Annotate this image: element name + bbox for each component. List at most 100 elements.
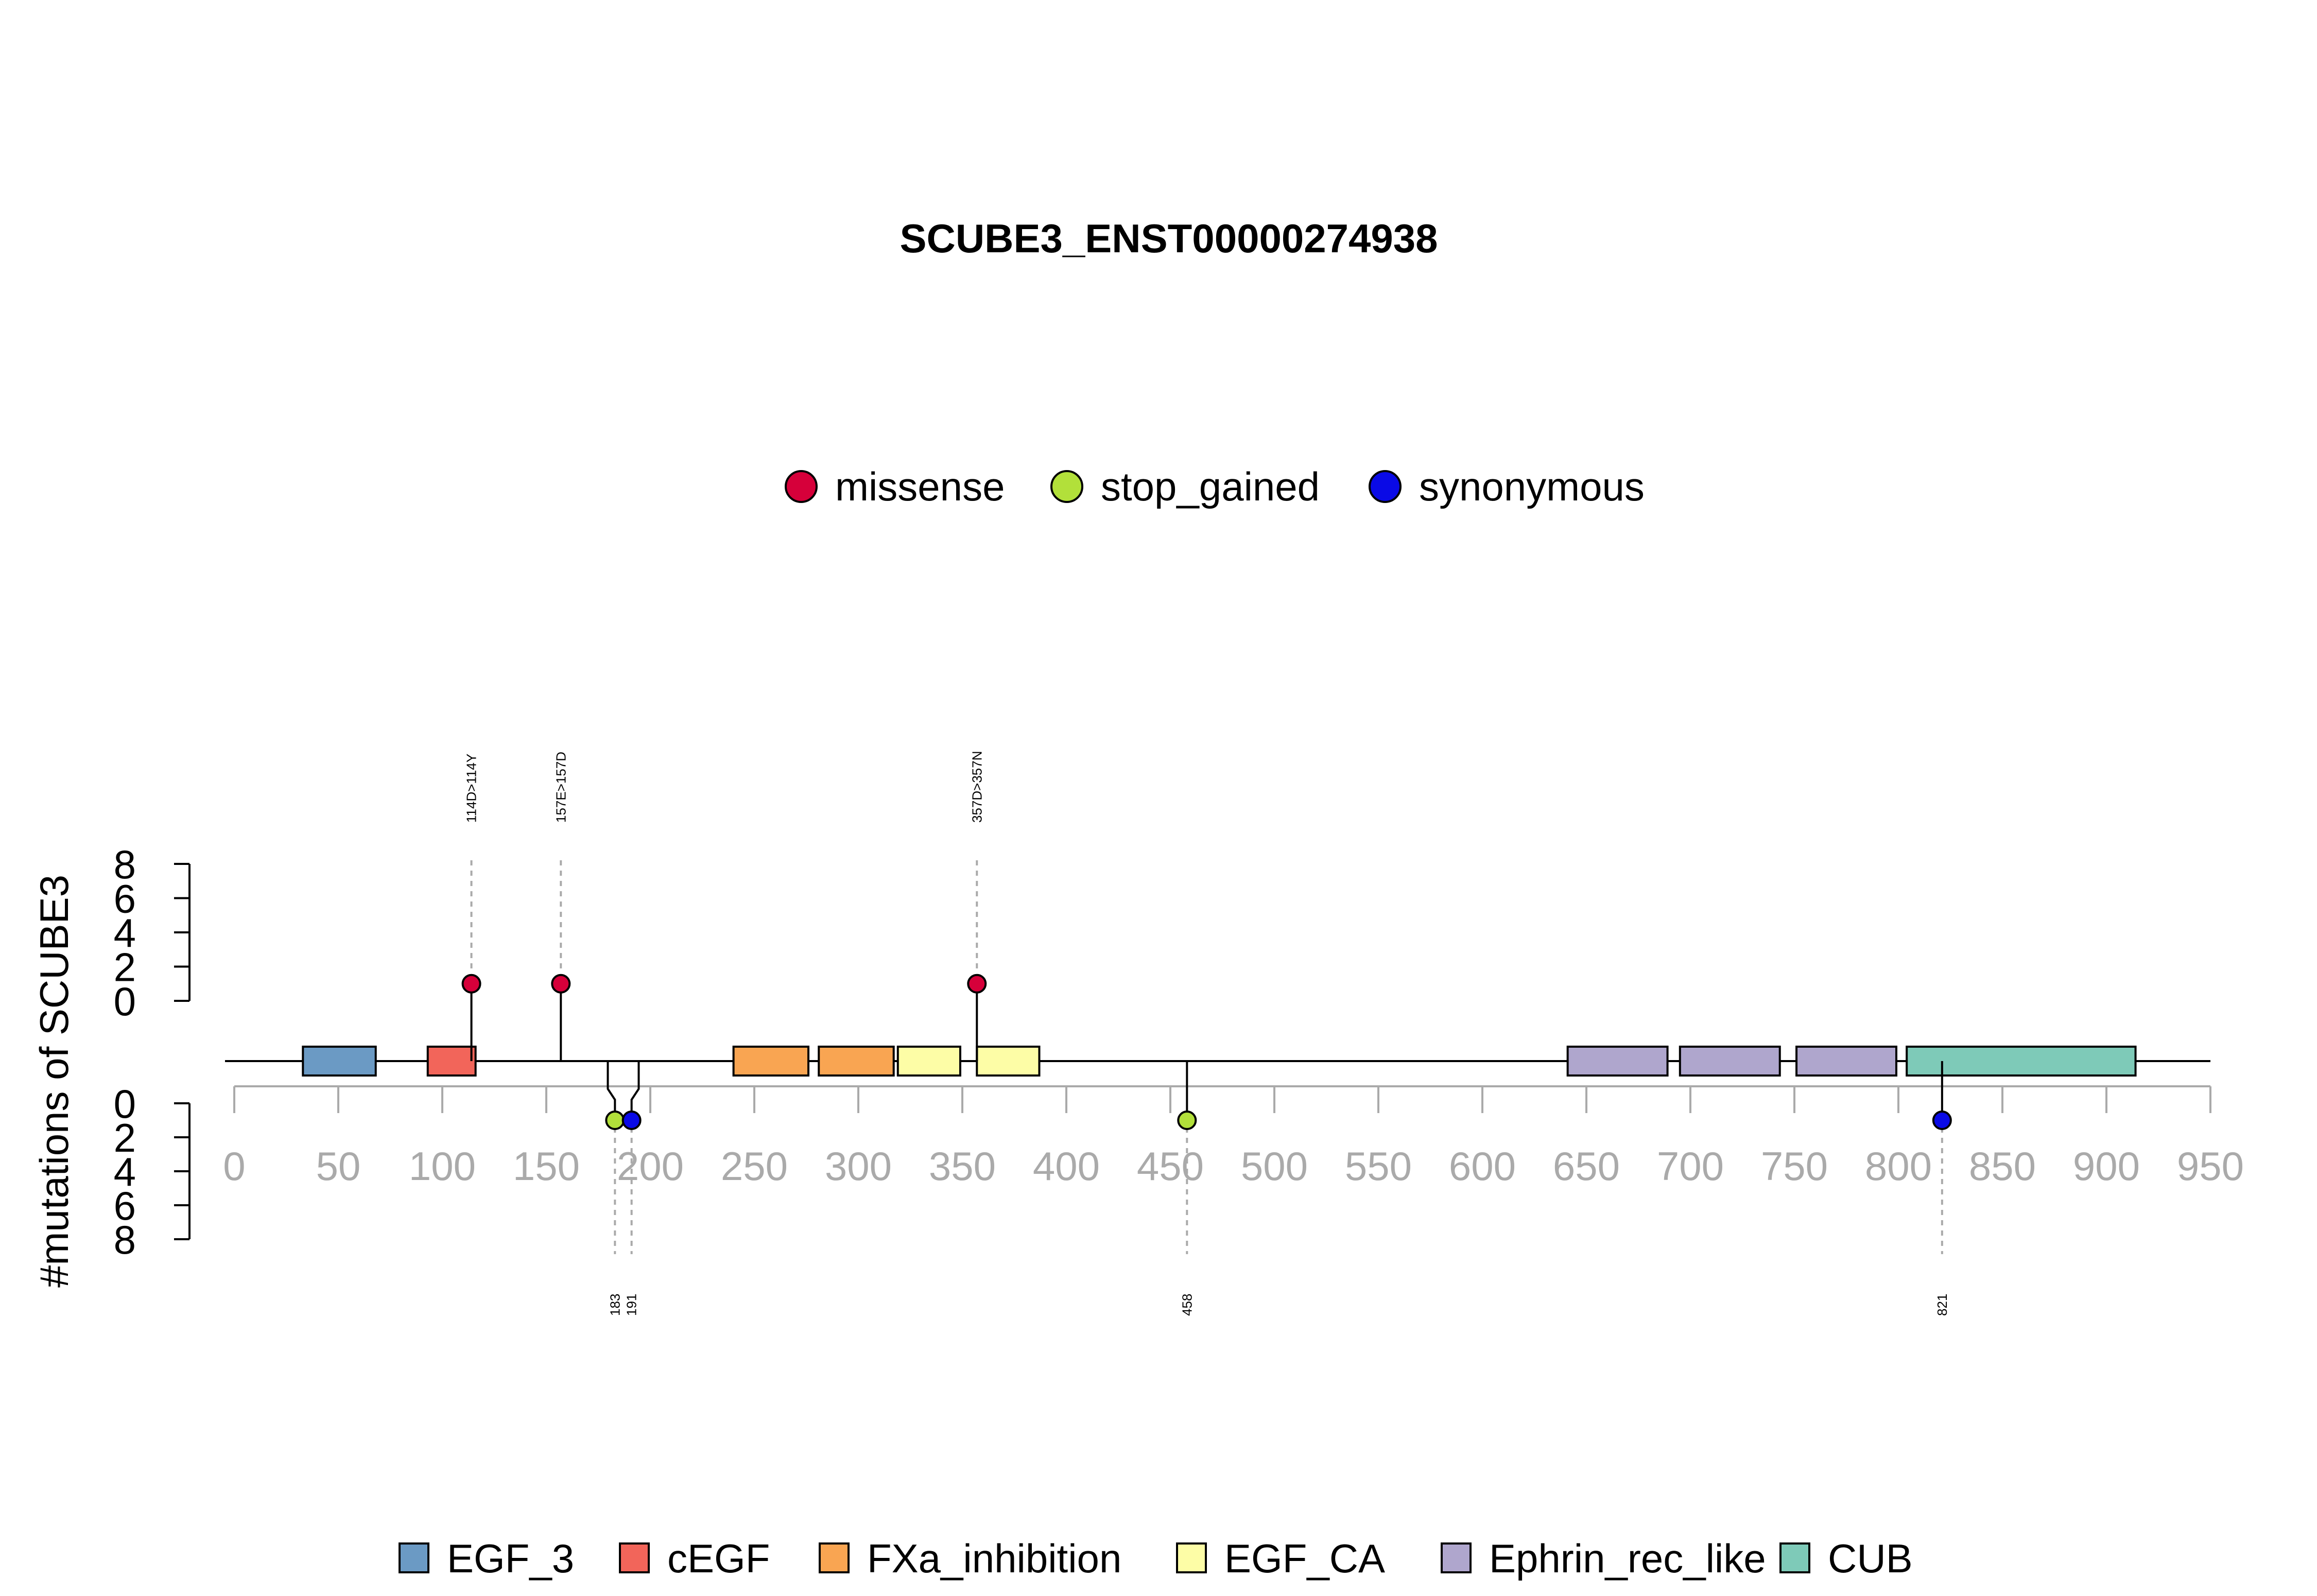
legend-marker-missense [785,470,818,503]
y-tick-label: 0 [114,979,136,1024]
legend-swatch-FXa_inhibition [819,1542,850,1573]
x-tick-label: 850 [1969,1143,2036,1189]
y-tick-label: 4 [114,910,136,956]
mutation-821: 821 [1932,1061,1952,1316]
legend-item-stop_gained: stop_gained [1050,464,1320,509]
legend-label-synonymous: synonymous [1419,464,1645,509]
y-tick-label: 8 [114,1217,136,1262]
domain-FXa_inhibition [818,1046,895,1077]
x-tick-label: 0 [223,1143,245,1189]
legend-item-EGF_CA: EGF_CA [1176,1536,1385,1581]
y-tick-label: 4 [114,1149,136,1194]
x-tick-label: 500 [1241,1143,1308,1189]
mutation-label: 357D>357N [969,751,984,823]
legend-swatch-CUB [1779,1542,1810,1573]
mutation-point-missense [551,974,571,994]
x-tick-label: 100 [409,1143,476,1189]
y-tick-label: 8 [114,842,136,887]
domain-Ephrin_rec_like [1795,1046,1897,1077]
domain-EGF_3 [302,1046,377,1077]
mutation-114D>114Y: 114D>114Y [461,754,481,1061]
legend-item-cEGF: cEGF [619,1536,770,1581]
domain-legend: EGF_3 cEGF FXa_inhibition EGF_CA Ephrin_rec_… [399,1536,1913,1581]
mutation-lollipops: 114D>114Y 157E>157D 357D>357N 183 191 458 821 [461,751,1952,1316]
legend-item-Ephrin_rec_like: Ephrin_rec_like [1441,1536,1766,1581]
x-tick-label: 400 [1033,1143,1100,1189]
domain-CUB [1906,1046,2137,1077]
mutation-point-stop_gained [605,1111,625,1130]
chart-title: SCUBE3_ENST00000274938 [900,216,1438,261]
legend-label-EGF_CA: EGF_CA [1224,1536,1385,1581]
legend-swatch-cEGF [619,1542,650,1573]
legend-label-Ephrin_rec_like: Ephrin_rec_like [1489,1536,1766,1581]
mutation-point-synonymous [621,1111,642,1130]
x-tick-label: 900 [2073,1143,2140,1189]
x-tick-label: 950 [2177,1143,2244,1189]
legend-label-stop_gained: stop_gained [1101,464,1320,509]
domain-Ephrin_rec_like [1566,1046,1669,1077]
mutation-458: 458 [1177,1061,1197,1316]
x-tick-label: 50 [316,1143,361,1189]
x-tick-label: 350 [929,1143,996,1189]
mutation-357D>357N: 357D>357N [967,751,987,1061]
protein-domains [302,1046,2137,1077]
legend-label-FXa_inhibition: FXa_inhibition [867,1536,1121,1581]
domain-FXa_inhibition [732,1046,810,1077]
legend-marker-stop_gained [1050,470,1083,503]
legend-swatch-EGF_CA [1176,1542,1207,1573]
legend-swatch-Ephrin_rec_like [1441,1542,1472,1573]
mutation-point-synonymous [1932,1111,1952,1130]
legend-label-CUB: CUB [1828,1536,1913,1581]
y-tick-label: 0 [114,1081,136,1126]
x-tick-label: 450 [1137,1143,1204,1189]
legend-item-missense: missense [785,464,1005,509]
legend-marker-synonymous [1369,470,1402,503]
x-tick-label: 700 [1657,1143,1724,1189]
mutation-label: 183 [607,1294,623,1316]
x-tick-label: 650 [1553,1143,1620,1189]
mutation-191: 191 [621,1061,642,1316]
y-tick-label: 2 [114,1115,136,1160]
mutation-label: 114D>114Y [464,754,479,823]
domain-cEGF [426,1046,477,1077]
mutation-legend: missense stop_gained synonymous [785,464,1645,509]
x-axis: 0 50 100 150 200 250 300 350 400 450 500 550 600 650 7… [223,1085,2244,1189]
mutation-point-missense [461,974,481,994]
mutation-point-missense [967,974,987,994]
legend-item-FXa_inhibition: FXa_inhibition [819,1536,1121,1581]
mutation-157E>157D: 157E>157D [551,752,571,1061]
x-tick-label: 800 [1865,1143,1932,1189]
y-tick-label: 2 [114,945,136,990]
mutation-point-stop_gained [1177,1111,1197,1130]
x-tick-label: 200 [617,1143,684,1189]
x-tick-label: 750 [1761,1143,1828,1189]
x-tick-label: 550 [1345,1143,1412,1189]
y-tick-label: 6 [114,1183,136,1228]
domain-EGF_CA [896,1046,961,1077]
y-tick-label: 6 [114,876,136,922]
legend-item-CUB: CUB [1779,1536,1913,1581]
legend-item-synonymous: synonymous [1369,464,1645,509]
mutation-label: 157E>157D [553,752,568,823]
legend-label-missense: missense [835,464,1005,509]
mutation-label: 821 [1934,1294,1950,1316]
x-tick-label: 600 [1449,1143,1516,1189]
legend-label-cEGF: cEGF [667,1536,770,1581]
domain-EGF_CA [976,1046,1041,1077]
lollipop-stem [630,1061,640,1120]
lollipop-stem [607,1061,616,1120]
y-axis-label: #mutations of SCUBE3 [31,875,77,1288]
mutation-label: 458 [1179,1294,1195,1316]
legend-label-EGF_3: EGF_3 [447,1536,574,1581]
mutation-183: 183 [605,1061,625,1316]
mutation-label: 191 [624,1294,639,1316]
legend-swatch-EGF_3 [399,1542,429,1573]
legend-item-EGF_3: EGF_3 [399,1536,574,1581]
domain-Ephrin_rec_like [1679,1046,1781,1077]
x-tick-label: 300 [825,1143,892,1189]
x-tick-label: 150 [513,1143,580,1189]
x-tick-label: 250 [721,1143,788,1189]
